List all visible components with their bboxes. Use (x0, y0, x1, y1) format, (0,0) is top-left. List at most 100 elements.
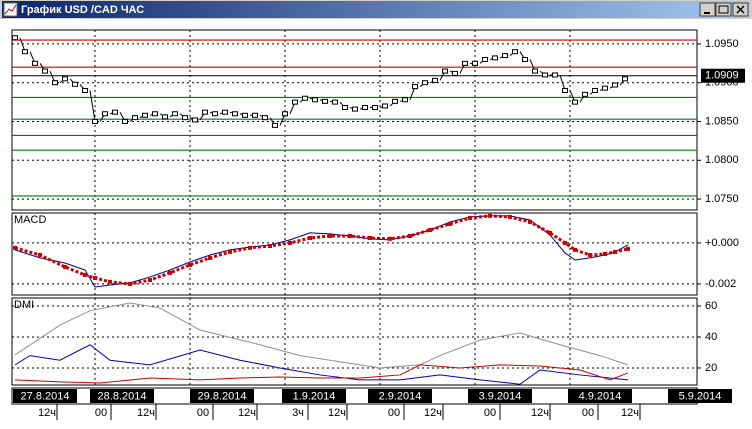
signal-marker (63, 264, 67, 269)
y-tick-label: 1.0800 (705, 154, 739, 166)
candle (582, 91, 588, 97)
candle (442, 68, 448, 74)
candle (372, 105, 378, 111)
hour-label: 12ч (238, 407, 256, 419)
candle (282, 111, 288, 117)
date-box (568, 389, 632, 403)
candle (422, 80, 428, 86)
date-label: 28.8.2014 (98, 390, 147, 402)
candle (562, 87, 568, 93)
panel-frame (11, 297, 698, 386)
candle (182, 115, 188, 121)
date-label: 3.9.2014 (479, 390, 522, 402)
candle (22, 49, 28, 55)
candle (172, 111, 178, 117)
candle (322, 98, 328, 104)
candle (452, 70, 458, 76)
candle (602, 85, 608, 91)
candle (82, 87, 88, 93)
candle (92, 119, 98, 124)
candle (362, 105, 368, 111)
candle (242, 112, 248, 118)
candle (492, 55, 498, 61)
hour-label: 00 (197, 407, 209, 419)
candle (52, 80, 58, 86)
candle (392, 98, 398, 104)
candle (532, 68, 538, 74)
y-tick-label: -0.002 (705, 278, 736, 290)
candle (302, 95, 308, 101)
candle (472, 60, 478, 66)
candle (572, 99, 578, 105)
candle (32, 60, 38, 66)
hour-label: 12ч (328, 407, 346, 419)
series-line (14, 302, 629, 369)
y-tick-label: 1.0750 (705, 193, 739, 205)
hour-label: 00 (582, 407, 594, 419)
hour-label: 00 (95, 407, 107, 419)
candle (152, 111, 158, 117)
y-tick-label: +0.000 (705, 237, 739, 249)
signal-marker (428, 228, 432, 233)
minimize-button[interactable] (699, 2, 716, 17)
panel-frame (11, 29, 698, 211)
signal-marker (388, 236, 392, 241)
candle (162, 114, 168, 120)
date-box (368, 389, 432, 403)
candle (402, 97, 408, 103)
y-tick-label: 1.0850 (705, 115, 739, 127)
candle (612, 82, 618, 88)
maximize-button[interactable] (715, 2, 732, 17)
date-box (668, 389, 732, 403)
panel: 60 40 20 DMI (11, 297, 717, 386)
y-tick-label: 20 (705, 362, 717, 374)
hour-label: 12ч (621, 407, 639, 419)
date-box (468, 389, 532, 403)
candle (332, 99, 338, 105)
signal-marker (573, 247, 577, 252)
last-price-box (701, 68, 745, 83)
series-line (14, 364, 629, 384)
title-bar (2, 1, 750, 18)
candle (542, 72, 548, 78)
window-icon-line (4, 4, 17, 15)
date-label: 5.9.2014 (679, 390, 722, 402)
signal-line (14, 214, 629, 286)
signal-marker (548, 230, 552, 235)
candle (112, 109, 118, 115)
candle (42, 68, 48, 74)
date-label: 4.9.2014 (579, 390, 622, 402)
candle-wick (559, 74, 566, 91)
date-label: 2.9.2014 (379, 390, 422, 402)
series-line (14, 344, 629, 385)
candle (262, 115, 268, 121)
candle (142, 112, 148, 118)
candle (202, 109, 208, 115)
candle (512, 49, 518, 55)
candle (292, 99, 298, 105)
candle (622, 76, 628, 82)
hour-label: 12ч (137, 407, 155, 419)
candle (502, 53, 508, 59)
candle (62, 76, 68, 82)
date-box (13, 389, 77, 403)
candle (342, 105, 348, 111)
signal-marker (368, 236, 372, 241)
window-buttons[interactable] (699, 2, 749, 17)
signal-marker (626, 246, 630, 251)
date-box (282, 389, 346, 403)
hour-label: 00 (484, 407, 496, 419)
date-label: 29.8.2014 (198, 390, 247, 402)
y-tick-label: 1.0950 (705, 38, 739, 50)
candle (252, 112, 258, 118)
candle (382, 103, 388, 109)
hour-label: 12ч (531, 407, 549, 419)
window-title: График USD /CAD ЧАС (21, 4, 144, 16)
date-box (190, 389, 254, 403)
panel-title: MACD (14, 214, 46, 226)
candle (132, 115, 138, 121)
date-box (90, 389, 154, 403)
panel-title: DMI (14, 299, 34, 311)
